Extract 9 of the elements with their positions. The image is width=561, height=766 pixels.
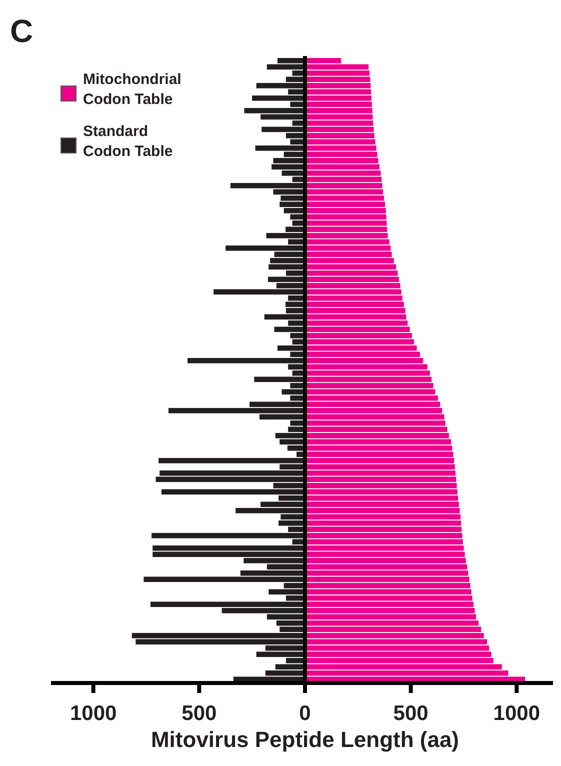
x-tick-label: 1000 <box>70 702 117 725</box>
x-tick-label: 500 <box>393 702 428 725</box>
x-tick-label: 0 <box>299 702 311 725</box>
x-axis-title: Mitovirus Peptide Length (aa) <box>150 727 460 752</box>
legend-label: Standard Codon Table <box>83 123 173 160</box>
legend-label: Mitochondrial Codon Table <box>83 71 182 108</box>
x-tick-label: 500 <box>182 702 217 725</box>
x-tick-label: 1000 <box>493 702 540 725</box>
chart-title: C <box>10 13 34 49</box>
